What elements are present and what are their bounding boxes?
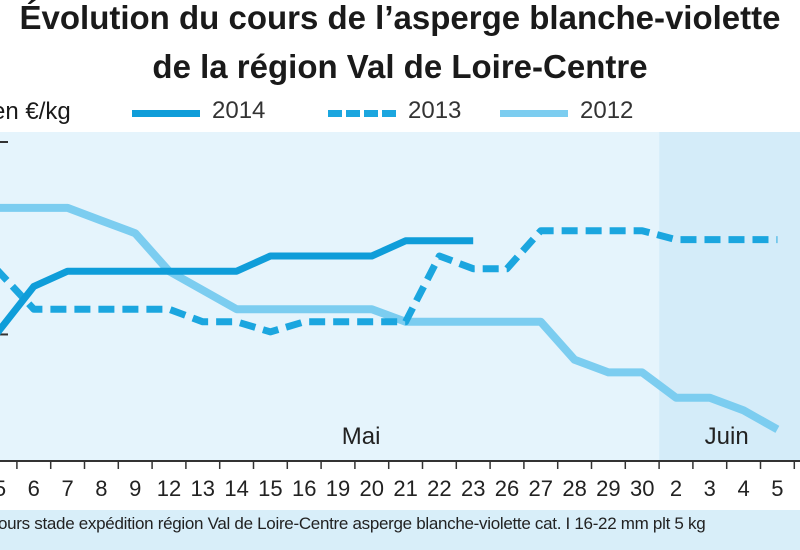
x-tick-label: 15 — [258, 476, 282, 501]
month-label-juin: Juin — [705, 423, 749, 450]
x-tick-label: 5 — [771, 476, 783, 501]
y-axis-unit-label: en €/kg — [0, 98, 71, 125]
chart-title-line-1: Évolution du cours de l’asperge blanche-… — [19, 0, 781, 36]
x-tick-label: 13 — [191, 476, 215, 501]
legend-swatch-2013 — [328, 110, 396, 117]
x-tick-label: 7 — [61, 476, 73, 501]
chart-title-line-2: de la région Val de Loire-Centre — [152, 48, 648, 85]
line-chart: MaiJuin567891213141516192021222326272829… — [0, 132, 800, 501]
x-tick-label: 21 — [393, 476, 417, 501]
x-tick-label: 29 — [596, 476, 620, 501]
source-footer: Cours stade expédition région Val de Loi… — [0, 510, 800, 550]
legend-label-2012: 2012 — [580, 97, 634, 124]
x-tick-label: 9 — [129, 476, 141, 501]
source-note: Cours stade expédition région Val de Loi… — [0, 514, 706, 533]
x-tick-label: 14 — [224, 476, 248, 501]
series-line-2013 — [0, 227, 778, 336]
month-panel-mai — [0, 132, 660, 461]
x-tick-label: 23 — [461, 476, 485, 501]
x-tick-label: 20 — [360, 476, 384, 501]
series-line-2014 — [0, 237, 474, 336]
x-tick-label: 6 — [28, 476, 40, 501]
month-panel-juin — [659, 132, 800, 461]
series-line-2012 — [0, 203, 780, 433]
x-tick-label: 27 — [529, 476, 553, 501]
legend-label-2013: 2013 — [408, 97, 462, 124]
x-tick-label: 19 — [326, 476, 350, 501]
legend-swatch-2012 — [500, 110, 568, 117]
x-tick-label: 3 — [704, 476, 716, 501]
x-tick-label: 30 — [630, 476, 654, 501]
x-tick-label: 2 — [670, 476, 682, 501]
month-label-mai: Mai — [342, 423, 381, 450]
x-tick-label: 16 — [292, 476, 316, 501]
x-tick-label: 26 — [495, 476, 519, 501]
x-tick-label: 12 — [157, 476, 181, 501]
legend-label-2014: 2014 — [212, 97, 266, 124]
x-tick-label: 4 — [737, 476, 749, 501]
x-tick-label: 22 — [427, 476, 451, 501]
x-tick-label: 8 — [95, 476, 107, 501]
x-tick-label: 28 — [562, 476, 586, 501]
x-tick-label: 5 — [0, 476, 6, 501]
legend-swatch-2014 — [132, 110, 200, 117]
